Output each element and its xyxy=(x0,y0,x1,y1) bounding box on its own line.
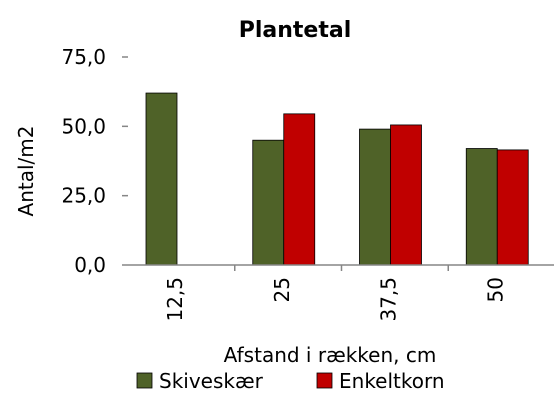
bar-skiveskaer-2 xyxy=(359,128,391,266)
legend-label-enkeltkorn: Enkeltkorn xyxy=(339,369,445,393)
y-tick-label: 50,0 xyxy=(61,114,106,138)
bar-skiveskaer-1 xyxy=(252,139,285,266)
x-tick-label: 12,5 xyxy=(163,277,187,322)
x-axis-tick-labels: 12,5 25 37,5 50 xyxy=(163,277,507,322)
bar-skiveskaer-3 xyxy=(465,148,498,266)
legend-swatch-skiveskaer xyxy=(136,372,153,389)
bar-skiveskaer-0 xyxy=(145,92,178,266)
bars-group xyxy=(145,92,529,266)
legend-label-skiveskaer: Skiveskær xyxy=(159,369,264,393)
y-axis-tick-labels: 0,0 25,0 50,0 75,0 xyxy=(61,45,128,277)
y-tick-label: 25,0 xyxy=(61,184,106,208)
legend: Skiveskær Enkeltkorn xyxy=(136,369,445,393)
bar-enkeltkorn-2 xyxy=(390,124,422,266)
x-axis-label: Afstand i rækken, cm xyxy=(224,343,437,367)
x-tick-label: 25 xyxy=(270,277,294,302)
y-tick-label: 0,0 xyxy=(74,253,106,277)
bar-enkeltkorn-3 xyxy=(496,149,529,266)
y-tick-label: 75,0 xyxy=(61,45,106,69)
y-axis-label: Antal/m2 xyxy=(14,126,38,217)
x-axis-ticks xyxy=(234,265,449,271)
legend-swatch-enkeltkorn xyxy=(316,372,333,389)
x-tick-label: 50 xyxy=(483,277,507,302)
bar-enkeltkorn-1 xyxy=(283,113,316,266)
x-tick-label: 37,5 xyxy=(377,277,401,322)
chart-title: Plantetal xyxy=(239,18,352,43)
